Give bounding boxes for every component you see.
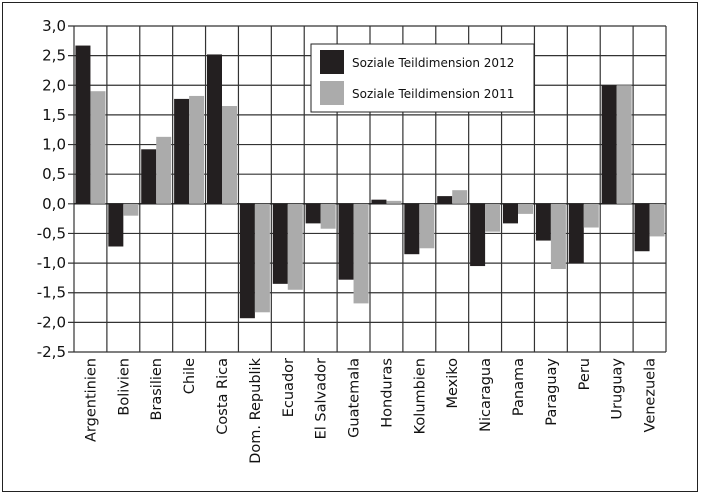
x-tick-label: Panama (511, 358, 527, 416)
bar-2012-dom-republik (239, 203, 255, 319)
legend-swatch-2012 (320, 50, 344, 74)
x-tick-label: Nicaragua (478, 358, 494, 432)
bar-2012-guatemala (338, 203, 354, 280)
bar-2012-ecuador (272, 203, 288, 284)
bar-2011-chile (189, 95, 205, 204)
bar-2012-kolumbien (404, 203, 420, 255)
legend-label-2012: Soziale Teildimension 2012 (352, 56, 514, 70)
bar-2012-el-salvador (305, 203, 321, 224)
x-tick-label: Bolivien (116, 358, 132, 416)
bar-2011-peru (583, 203, 599, 228)
bar-2011-venezuela (649, 203, 665, 237)
x-tick-label: Chile (182, 358, 198, 394)
bar-2011-uruguay (616, 85, 632, 204)
bar-2011-ecuador (287, 203, 303, 290)
y-tick-label: -1,0 (37, 254, 66, 272)
bar-2011-honduras (386, 200, 402, 204)
bar-2011-costa-rica (222, 106, 237, 204)
x-tick-label: Uruguay (610, 358, 626, 420)
bar-2011-paraguay (550, 203, 566, 270)
bar-2012-venezuela (634, 203, 650, 252)
bar-2012-mexiko (437, 196, 453, 204)
x-tick-label: El Salvador (314, 358, 330, 439)
bar-2012-uruguay (601, 85, 617, 204)
legend-label-2011: Soziale Teildimension 2011 (352, 87, 514, 101)
bar-2012-costa-rica (207, 54, 222, 204)
y-tick-label: 1,0 (42, 136, 66, 154)
x-tick-labels: Argentinien Bolivien Brasilien Chile Costa R… (83, 357, 658, 463)
x-tick-label: Peru (577, 358, 593, 390)
y-tick-label: -0,5 (37, 224, 66, 242)
x-tick-label: Costa Rica (215, 358, 231, 435)
bar-2012-peru (568, 203, 584, 264)
bar-2011-kolumbien (419, 203, 435, 249)
x-tick-label: Venezuela (643, 358, 659, 432)
x-tick-label: Guatemala (347, 358, 363, 438)
y-tick-label: -2,0 (37, 313, 66, 331)
y-tick-labels: 3,0 2,5 2,0 1,5 1,0 0,5 0,0 -0,5 -1,0 -1,5 -2,0 -2,… (37, 17, 66, 361)
y-tick-label: 1,5 (42, 106, 66, 124)
y-tick-label: 2,5 (42, 47, 66, 65)
y-tick-label: 2,0 (42, 76, 66, 94)
x-tick-label: Honduras (379, 358, 395, 428)
x-tick-label: Argentinien (83, 358, 99, 442)
x-tick-label: Dom. Republik (248, 357, 264, 463)
bar-2011-dom-republik (254, 203, 270, 313)
bars (75, 45, 665, 319)
bar-2011-panama (518, 203, 533, 214)
x-tick-label: Paraguay (544, 358, 560, 426)
bar-2011-el-salvador (320, 203, 336, 229)
y-tick-label: 3,0 (42, 17, 66, 35)
x-tick-label: Kolumbien (412, 358, 428, 434)
bar-2012-brasilien (141, 149, 157, 204)
y-tick-label: 0,5 (42, 165, 66, 183)
legend-swatch-2011 (320, 81, 344, 105)
y-tick-label: 0,0 (42, 195, 66, 213)
bar-2011-nicaragua (485, 203, 501, 232)
bar-2012-panama (503, 203, 518, 224)
y-tick-label: -2,5 (37, 343, 66, 361)
x-tick-label: Brasilien (149, 358, 165, 421)
y-tick-label: -1,5 (37, 284, 66, 302)
bar-2012-bolivien (108, 203, 124, 247)
bar-2011-bolivien (123, 203, 139, 216)
x-tick-label: Ecuador (281, 358, 297, 417)
bar-2011-argentinien (90, 91, 106, 204)
bar-2012-paraguay (535, 203, 551, 241)
bar-2011-guatemala (353, 203, 369, 304)
legend: Soziale Teildimension 2012 Soziale Teild… (310, 43, 535, 113)
bar-2012-chile (174, 98, 190, 204)
bar-2012-nicaragua (470, 203, 486, 267)
legend-box (310, 43, 535, 113)
bar-2012-honduras (371, 199, 387, 204)
bar-2011-mexiko (452, 190, 468, 204)
x-tick-label: Mexiko (445, 358, 461, 409)
chart-frame (2, 2, 698, 492)
bar-2012-argentinien (75, 45, 91, 204)
bar-2011-brasilien (156, 136, 172, 204)
